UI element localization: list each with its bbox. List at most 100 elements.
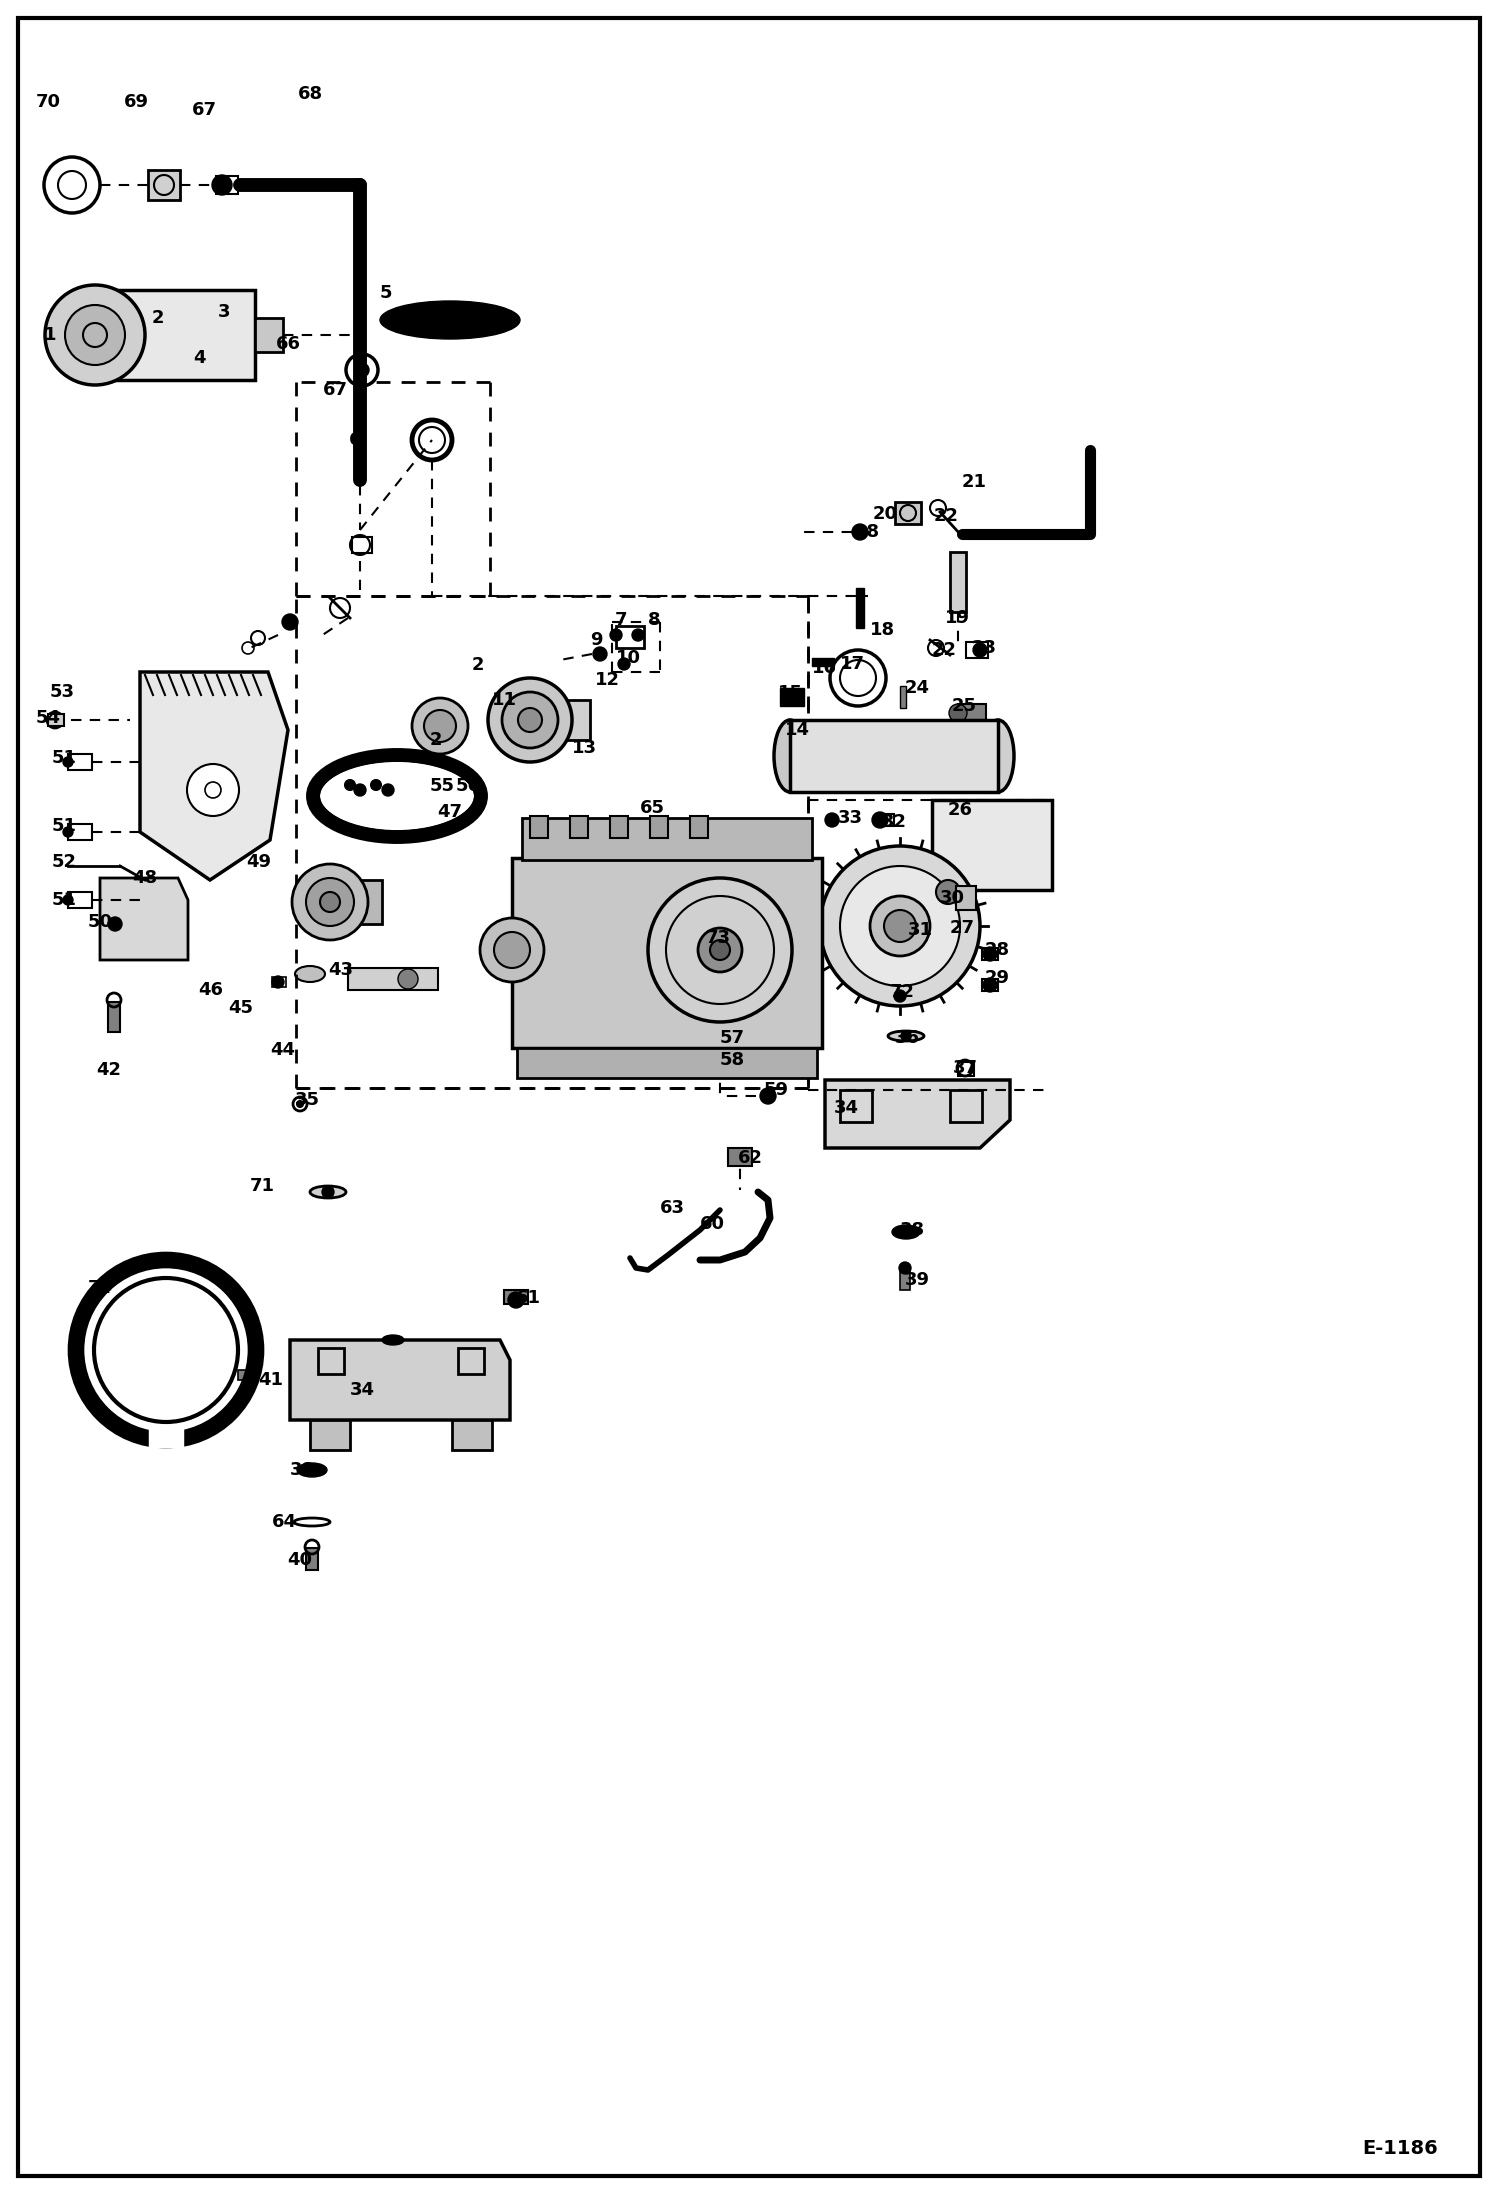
Circle shape <box>494 932 530 968</box>
Circle shape <box>273 976 285 987</box>
Bar <box>728 1147 752 1165</box>
Bar <box>67 825 91 840</box>
Text: 18: 18 <box>870 621 896 638</box>
Bar <box>273 976 286 987</box>
Circle shape <box>900 1031 911 1040</box>
Text: 33: 33 <box>837 810 863 827</box>
Text: 46: 46 <box>198 981 223 998</box>
Text: 3: 3 <box>219 303 231 320</box>
Circle shape <box>610 630 622 641</box>
Circle shape <box>479 917 544 983</box>
Text: 7: 7 <box>616 610 628 630</box>
Text: 74: 74 <box>88 1279 112 1297</box>
Circle shape <box>355 180 366 191</box>
Circle shape <box>398 970 418 989</box>
Circle shape <box>412 698 467 755</box>
Polygon shape <box>825 1079 1010 1147</box>
Text: 57: 57 <box>721 1029 745 1047</box>
Bar <box>67 755 91 770</box>
Text: 32: 32 <box>882 814 906 832</box>
Text: 71: 71 <box>250 1176 276 1196</box>
Text: 18: 18 <box>855 522 881 542</box>
Ellipse shape <box>891 1224 920 1240</box>
Bar <box>530 700 590 739</box>
Circle shape <box>187 764 240 816</box>
Text: 39: 39 <box>905 1270 930 1290</box>
Text: 5: 5 <box>380 283 392 303</box>
Text: 34: 34 <box>351 1380 374 1400</box>
Circle shape <box>355 362 369 377</box>
Text: 20: 20 <box>873 505 897 522</box>
Circle shape <box>950 704 968 722</box>
Text: 29: 29 <box>986 970 1010 987</box>
Bar <box>706 1051 734 1064</box>
Bar <box>458 1347 484 1373</box>
Circle shape <box>884 911 915 941</box>
Text: 47: 47 <box>437 803 461 821</box>
Circle shape <box>710 939 730 961</box>
Text: 6: 6 <box>349 430 361 450</box>
Bar <box>517 1049 816 1077</box>
Bar <box>610 816 628 838</box>
Text: 38: 38 <box>900 1222 926 1240</box>
Text: 36: 36 <box>894 1029 920 1047</box>
Circle shape <box>840 867 960 985</box>
Text: 55: 55 <box>430 777 455 794</box>
Circle shape <box>894 989 906 1003</box>
Bar <box>616 625 644 647</box>
Bar <box>780 689 804 706</box>
Text: 56: 56 <box>455 777 481 794</box>
Circle shape <box>983 948 998 961</box>
Bar <box>310 1420 351 1450</box>
Bar <box>306 1549 318 1571</box>
Text: 2: 2 <box>151 309 165 327</box>
Text: 73: 73 <box>706 928 731 948</box>
Circle shape <box>354 783 366 796</box>
Text: 43: 43 <box>328 961 354 979</box>
Bar <box>108 1003 120 1031</box>
Text: 59: 59 <box>764 1082 789 1099</box>
Circle shape <box>974 643 987 656</box>
Circle shape <box>345 781 355 790</box>
Bar <box>876 814 894 825</box>
Bar <box>950 1090 983 1121</box>
Circle shape <box>870 895 930 957</box>
Circle shape <box>63 757 73 768</box>
Circle shape <box>518 709 542 733</box>
Bar <box>255 318 283 351</box>
Ellipse shape <box>297 1463 327 1477</box>
Text: 51: 51 <box>52 891 76 908</box>
Bar <box>855 588 864 627</box>
Text: 51: 51 <box>52 816 76 836</box>
Text: 67: 67 <box>192 101 217 118</box>
Bar <box>900 687 906 709</box>
Text: 48: 48 <box>132 869 157 886</box>
Text: 44: 44 <box>270 1040 295 1060</box>
Bar <box>94 290 255 380</box>
Polygon shape <box>100 878 189 961</box>
Ellipse shape <box>295 965 325 983</box>
Text: 64: 64 <box>273 1514 297 1531</box>
Text: 1: 1 <box>43 327 57 344</box>
Bar <box>966 643 989 658</box>
Bar <box>789 720 998 792</box>
Circle shape <box>825 814 839 827</box>
Circle shape <box>213 176 232 195</box>
Ellipse shape <box>382 1334 404 1345</box>
Circle shape <box>292 864 369 939</box>
Circle shape <box>372 781 380 790</box>
Circle shape <box>508 1292 524 1308</box>
Bar <box>348 968 437 989</box>
Bar <box>530 816 548 838</box>
Circle shape <box>108 917 121 930</box>
Bar <box>452 1420 491 1450</box>
Circle shape <box>698 928 742 972</box>
Circle shape <box>306 878 354 926</box>
Circle shape <box>382 783 394 796</box>
Text: 69: 69 <box>124 92 148 112</box>
Circle shape <box>63 895 73 904</box>
Text: 52: 52 <box>52 853 76 871</box>
Circle shape <box>649 878 792 1022</box>
Circle shape <box>619 658 631 669</box>
Circle shape <box>936 880 960 904</box>
